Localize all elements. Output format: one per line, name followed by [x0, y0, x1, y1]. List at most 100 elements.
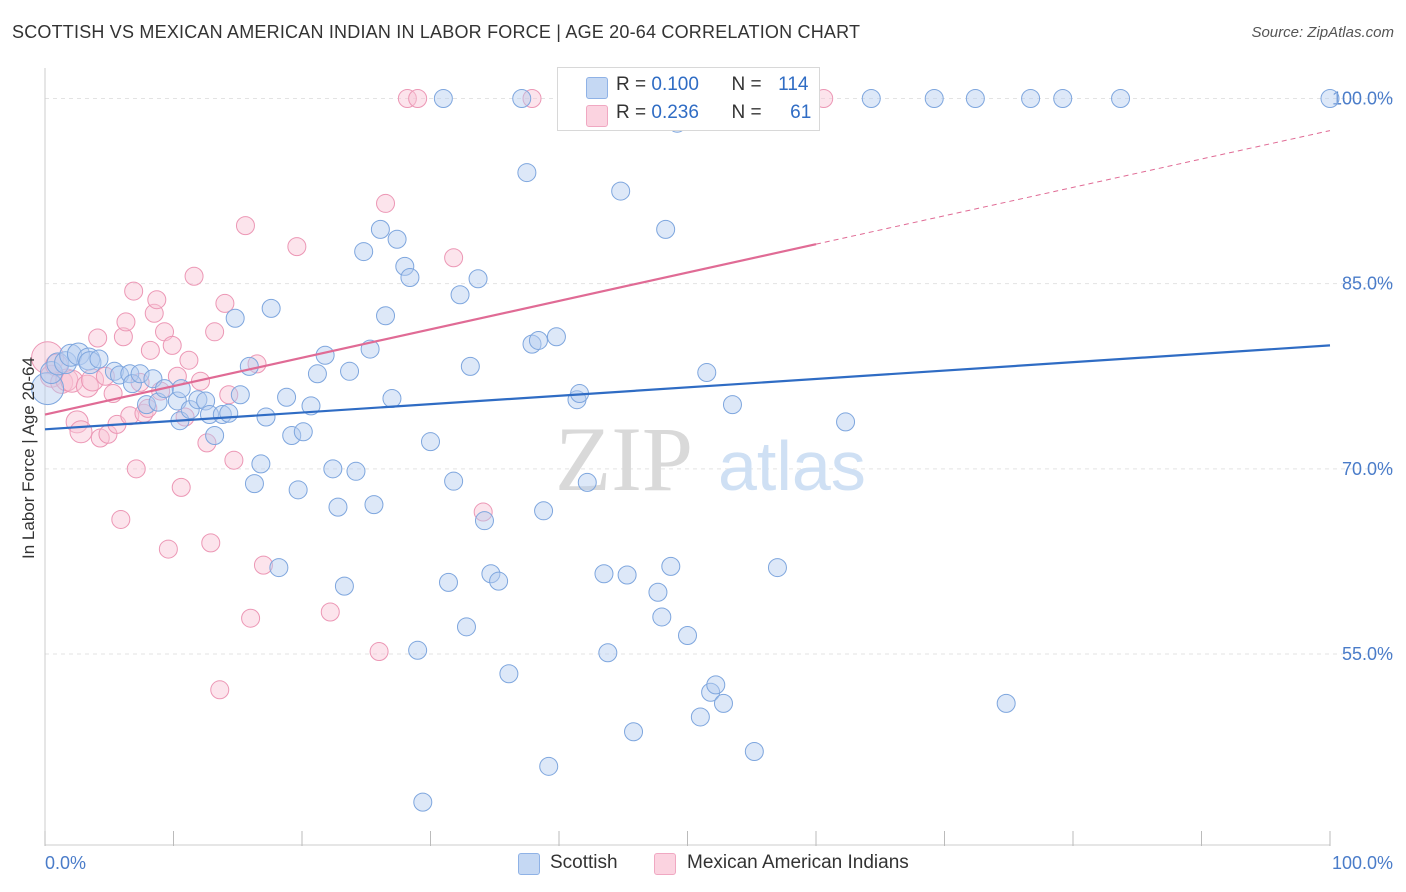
- scottish-point: [188, 390, 208, 410]
- series-mexican-american-indians: [31, 89, 834, 700]
- axes: [44, 68, 1331, 846]
- scottish-point: [323, 459, 343, 479]
- mexican-american-indians-point: [158, 539, 178, 559]
- scottish-point: [528, 330, 548, 350]
- scottish-point: [408, 640, 428, 660]
- mexican-american-indians-point: [88, 328, 108, 348]
- scottish-point: [307, 364, 327, 384]
- scottish-point: [354, 242, 374, 262]
- mexican-american-indians-point: [179, 350, 199, 370]
- legend-r-label: R =: [616, 74, 647, 95]
- legend-r-label: R =: [616, 102, 647, 123]
- scottish-point: [678, 625, 697, 645]
- scottish-point: [481, 564, 501, 584]
- mexican-american-indians-point: [124, 281, 144, 301]
- scottish-point: [450, 285, 470, 305]
- mexican-american-indians-point: [287, 237, 307, 257]
- scottish-point: [225, 308, 245, 328]
- scottish-point: [722, 395, 742, 415]
- scottish-point: [340, 361, 360, 381]
- scottish-point: [861, 89, 881, 108]
- mexican-american-indians-point: [197, 433, 217, 453]
- mexican-american-indians-point: [253, 555, 273, 575]
- correlation-legend: R = 0.100 N = 114 R = 0.236 N = 61: [557, 67, 820, 131]
- scottish-point: [1111, 89, 1131, 108]
- scottish-point: [522, 334, 542, 354]
- y-tick-label: 55.0%: [1342, 644, 1393, 664]
- scottish-point: [346, 461, 366, 481]
- mexican-american-indians-point: [201, 533, 221, 553]
- grid-lines: [45, 98, 1395, 655]
- legend-r-value: 0.100: [651, 74, 699, 95]
- legend-swatch-scottish: [586, 77, 608, 99]
- watermark-zip: ZIP: [555, 408, 693, 510]
- scottish-point: [256, 407, 276, 427]
- legend-row-mexican-american-indians: R = 0.236 N = 61: [616, 102, 811, 128]
- scottish-point: [219, 403, 239, 423]
- scottish-point: [767, 558, 787, 578]
- scottish-point: [277, 387, 297, 407]
- mexican-american-indians-point: [140, 340, 160, 360]
- scottish-point: [460, 356, 480, 376]
- scottish-point: [648, 582, 668, 602]
- mexican-american-indians-point: [162, 335, 182, 355]
- series-scottish: [31, 89, 1340, 812]
- legend-n-value: 61: [790, 102, 812, 123]
- legend-n-label: N =: [731, 74, 762, 95]
- scottish-point: [744, 742, 764, 762]
- scottish-point: [180, 400, 200, 420]
- scottish-point: [251, 454, 271, 474]
- y-tick-label: 100.0%: [1332, 89, 1393, 109]
- scottish-point: [78, 351, 102, 375]
- scottish-point: [1021, 89, 1041, 108]
- mexican-american-indians-point: [219, 385, 239, 405]
- scottish-point: [598, 643, 618, 663]
- y-tick-label: 85.0%: [1342, 274, 1393, 294]
- scottish-point: [924, 89, 944, 108]
- y-tick-labels: 55.0% 70.0% 85.0% 100.0%: [1332, 89, 1393, 665]
- scottish-point: [288, 480, 308, 500]
- y-tick-label: 70.0%: [1342, 459, 1393, 479]
- bottom-legend-scottish: Scottish: [550, 852, 618, 873]
- mexican-american-indians-trend-extrapolated: [815, 130, 1331, 245]
- scottish-point: [690, 707, 710, 727]
- mexican-american-indians-point: [210, 680, 230, 700]
- scottish-point: [269, 558, 289, 578]
- mexican-american-indians-point: [205, 322, 225, 342]
- watermark: ZIP atlas: [555, 408, 866, 510]
- scottish-point: [89, 349, 109, 369]
- scottish-point: [489, 571, 509, 591]
- scottish-point: [512, 89, 532, 108]
- mexican-american-indians-point: [184, 266, 204, 286]
- legend-swatch-mexican-american-indians: [586, 105, 608, 127]
- x-tick-label: 100.0%: [1332, 853, 1393, 873]
- mexican-american-indians-point: [69, 420, 93, 444]
- scottish-point: [474, 511, 494, 531]
- scottish-point: [31, 372, 65, 406]
- scottish-point: [328, 497, 348, 517]
- legend-n-value: 114: [778, 74, 809, 95]
- mexican-american-indians-point: [95, 366, 115, 386]
- scottish-point: [315, 345, 335, 365]
- scottish-trend-line: [44, 344, 1331, 431]
- mexican-american-indians-trend-line: [44, 243, 817, 416]
- source-text: Source: ZipAtlas.com: [1251, 24, 1394, 41]
- scottish-point: [1320, 89, 1340, 108]
- scottish-point: [433, 89, 453, 108]
- scottish-point: [438, 572, 458, 592]
- mexican-american-indians-point: [376, 193, 396, 213]
- scottish-point: [534, 501, 554, 521]
- scottish-point: [713, 693, 733, 713]
- trend-lines: [44, 130, 1331, 431]
- scottish-point: [137, 395, 157, 415]
- chart-title: SCOTTISH VS MEXICAN AMERICAN INDIAN IN L…: [12, 22, 861, 42]
- scottish-point: [387, 229, 407, 249]
- legend-row-scottish: R = 0.100 N = 114: [616, 74, 808, 100]
- scottish-point: [244, 474, 264, 494]
- mexican-american-indians-point: [113, 327, 133, 347]
- x-tick-label: 0.0%: [45, 853, 86, 873]
- scottish-point: [594, 564, 614, 584]
- scottish-point: [577, 472, 597, 492]
- legend-n-label: N =: [731, 102, 762, 123]
